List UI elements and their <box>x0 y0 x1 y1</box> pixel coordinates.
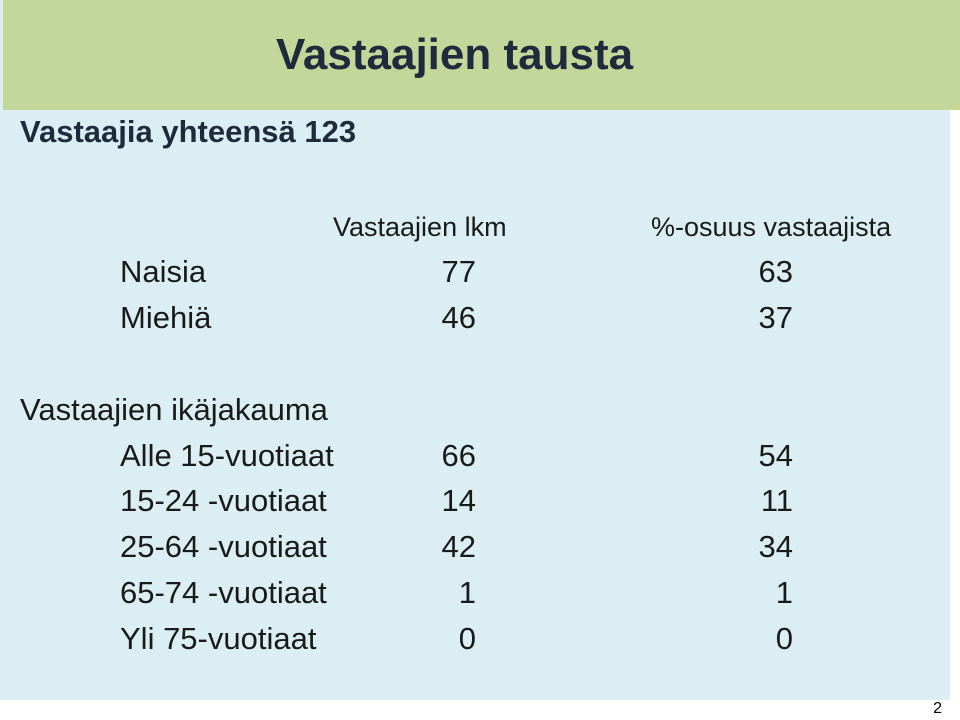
row-label: Miehiä <box>120 300 212 335</box>
row-share: 63 <box>758 254 793 289</box>
row-count: 77 <box>441 254 476 289</box>
row-share: 11 <box>760 483 793 518</box>
page-number: 2 <box>933 700 942 717</box>
row-share: 54 <box>758 438 793 473</box>
row-count: 0 <box>458 621 476 656</box>
row-count: 1 <box>458 575 476 610</box>
row-share: 34 <box>758 529 793 564</box>
row-count: 14 <box>441 483 476 518</box>
row-label: 65-74 -vuotiaat <box>120 575 327 610</box>
column-header-count: Vastaajien lkm <box>333 212 507 242</box>
row-count: 46 <box>441 300 476 335</box>
respondents-total: Vastaajia yhteensä 123 <box>20 114 357 149</box>
row-label: 25-64 -vuotiaat <box>120 529 327 564</box>
row-label: Yli 75-vuotiaat <box>120 621 317 656</box>
row-count: 42 <box>441 529 476 564</box>
column-header-share: %-osuus vastaajista <box>651 212 892 242</box>
row-share: 0 <box>775 621 793 656</box>
row-label: Alle 15-vuotiaat <box>120 438 334 473</box>
age-section-title: Vastaajien ikäjakauma <box>20 392 328 427</box>
row-count: 66 <box>441 438 476 473</box>
row-label: 15-24 -vuotiaat <box>120 483 327 518</box>
page-title: Vastaajien tausta <box>276 30 634 79</box>
content-panel <box>0 0 950 700</box>
row-share: 1 <box>775 575 793 610</box>
row-share: 37 <box>758 300 793 335</box>
title-band <box>3 0 960 110</box>
row-label: Naisia <box>120 254 207 289</box>
